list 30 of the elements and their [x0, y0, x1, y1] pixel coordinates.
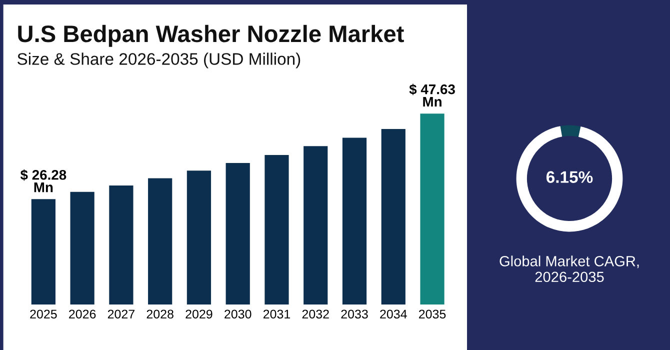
- bar: [381, 128, 406, 304]
- text: Global Market CAGR, 2026-2035: [500, 256, 639, 282]
- x-tick-label: 2033: [341, 310, 368, 319]
- x-tick-label: 2030: [224, 310, 252, 319]
- donut-slice: [560, 125, 581, 137]
- chart-subtitle: Size & Share 2026-2035 (USD Million): [18, 52, 300, 68]
- chart-title: U.S Bedpan Washer Nozzle Market: [18, 24, 404, 47]
- x-tick-label: 2034: [380, 310, 407, 319]
- bar: [31, 199, 56, 304]
- data-label: $ 47.63 Mn: [409, 84, 455, 107]
- bar: [226, 163, 250, 304]
- bar: [342, 138, 367, 304]
- data-label: 6.15%: [546, 171, 593, 183]
- bar: [264, 154, 289, 304]
- donut-slice: [516, 126, 623, 232]
- x-tick-label: 2026: [69, 310, 96, 319]
- x-tick-label: 2025: [30, 310, 57, 319]
- data-label: $ 26.28 Mn: [20, 169, 66, 192]
- x-tick-label: 2031: [263, 310, 290, 319]
- x-tick-label: 2029: [186, 310, 212, 319]
- bar: [148, 178, 172, 304]
- bar: [304, 146, 328, 304]
- bar: [186, 170, 212, 304]
- bar: [70, 192, 94, 304]
- x-tick-label: 2032: [302, 310, 329, 319]
- x-tick-label: 2035: [418, 310, 446, 319]
- x-tick-label: 2027: [108, 310, 134, 319]
- bar: [420, 114, 444, 304]
- x-tick-label: 2028: [146, 310, 174, 319]
- bar: [109, 185, 134, 304]
